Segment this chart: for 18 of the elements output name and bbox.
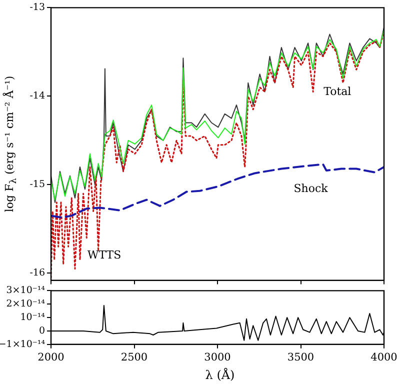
y-tick-label: 2×10⁻¹⁴	[6, 298, 46, 310]
x-tick-label: 2000	[38, 351, 64, 364]
y-tick-label: -13	[30, 2, 45, 14]
x-tick-label: 3500	[287, 351, 314, 364]
y-tick-label: -14	[30, 90, 45, 102]
y-tick-label: -16	[30, 268, 45, 279]
x-tick-label: 2500	[120, 351, 148, 364]
y-tick-label: 10⁻¹⁴	[20, 312, 46, 324]
y-tick-label: -15	[30, 179, 45, 190]
y-tick-label: 0	[38, 325, 45, 336]
series-label: Shock	[294, 182, 328, 195]
x-axis-title: λ (Å)	[205, 368, 235, 382]
x-tick-label: 4000	[370, 351, 398, 364]
series-label: WTTS	[87, 248, 122, 262]
series-label: Total	[324, 85, 352, 98]
x-tick-label: 3000	[204, 351, 231, 364]
y-tick-label: 3×10⁻¹⁴	[6, 285, 46, 296]
line-series	[51, 163, 384, 218]
